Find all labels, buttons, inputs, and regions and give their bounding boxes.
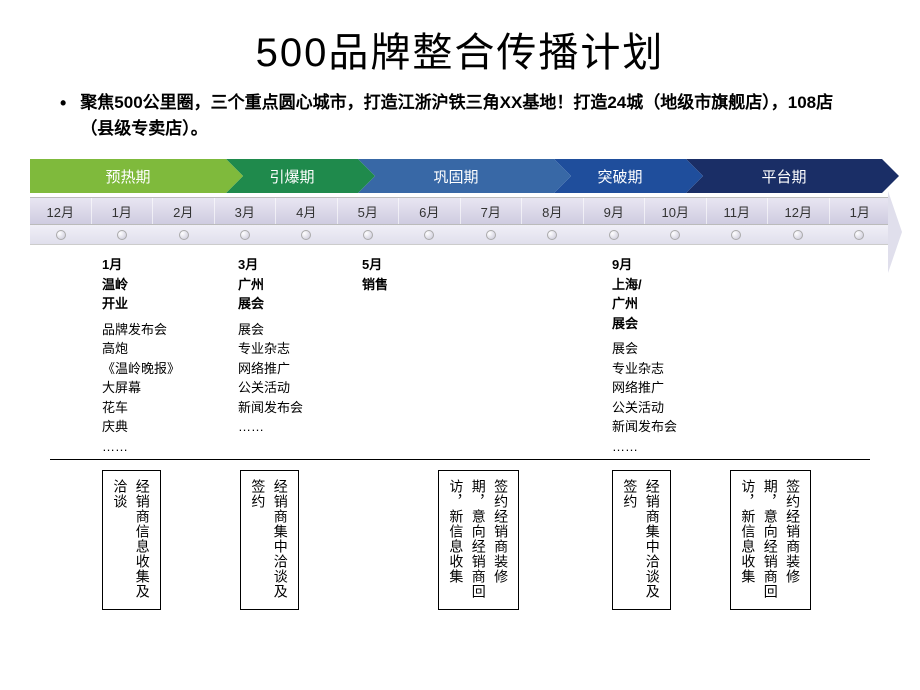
month-4: 4月 [276,198,338,224]
month-6: 6月 [399,198,461,224]
divider [50,459,870,460]
month-7: 7月 [461,198,523,224]
event-list-1: 展会专业杂志网络推广公关活动新闻发布会…… [238,320,348,437]
month-10: 10月 [645,198,707,224]
bottom-box-2: 签约经销商装修期，意向经销商回访，新信息收集 [438,470,519,610]
event-head-2: 5月销售 [362,255,442,294]
month-3: 3月 [215,198,277,224]
event-col-2: 5月销售 [362,255,442,300]
month-12: 12月 [768,198,830,224]
subtitle-text: 聚焦500公里圈，三个重点圆心城市，打造江浙沪铁三角XX基地！打造24城（地级市… [80,90,860,141]
bead-6 [399,230,460,240]
phase-1: 引爆期 [226,159,358,193]
page-title: 500品牌整合传播计划 [30,20,890,78]
month-0: 12月 [30,198,92,224]
month-9: 9月 [584,198,646,224]
bottom-box-4: 签约经销商装修期，意向经销商回访，新信息收集 [730,470,811,610]
event-col-1: 3月广州展会展会专业杂志网络推广公关活动新闻发布会…… [238,255,348,437]
bead-7 [460,230,521,240]
bead-3 [214,230,275,240]
bead-2 [153,230,214,240]
month-2: 2月 [153,198,215,224]
bead-10 [644,230,705,240]
phase-2: 巩固期 [358,159,554,193]
bead-8 [521,230,582,240]
phase-3: 突破期 [554,159,686,193]
event-list-0: 品牌发布会高炮《温岭晚报》大屏幕花车庆典…… [102,320,222,457]
event-head-1: 3月广州展会 [238,255,348,314]
slide: 500品牌整合传播计划 • 聚焦500公里圈，三个重点圆心城市，打造江浙沪铁三角… [0,0,920,690]
bead-1 [91,230,152,240]
month-1: 1月 [92,198,154,224]
event-head-0: 1月温岭开业 [102,255,222,314]
bead-4 [276,230,337,240]
bottom-box-3: 经销商集中洽谈及签约 [612,470,671,610]
phase-0: 预热期 [30,159,226,193]
event-list-3: 展会专业杂志网络推广公关活动新闻发布会…… [612,339,722,456]
beads-row [30,225,890,245]
bead-13 [828,230,889,240]
event-col-3: 9月上海/广州展会展会专业杂志网络推广公关活动新闻发布会…… [612,255,722,456]
bottom-box-1: 经销商集中洽谈及签约 [240,470,299,610]
month-13: 1月 [830,198,891,224]
event-head-3: 9月上海/广州展会 [612,255,722,333]
phase-4: 平台期 [686,159,882,193]
bullet: • [60,90,66,117]
event-col-0: 1月温岭开业品牌发布会高炮《温岭晚报》大屏幕花车庆典…… [102,255,222,456]
month-axis: 12月1月2月3月4月5月6月7月8月9月10月11月12月1月 [30,197,890,225]
bead-12 [767,230,828,240]
bead-5 [337,230,398,240]
bottom-box-0: 经销商信息收集及洽谈 [102,470,161,610]
month-5: 5月 [338,198,400,224]
bottom-box-row: 经销商信息收集及洽谈经销商集中洽谈及签约签约经销商装修期，意向经销商回访，新信息… [30,470,890,620]
bead-11 [706,230,767,240]
bead-9 [583,230,644,240]
month-11: 11月 [707,198,769,224]
events-row: 1月温岭开业品牌发布会高炮《温岭晚报》大屏幕花车庆典……3月广州展会展会专业杂志… [30,255,890,455]
month-8: 8月 [522,198,584,224]
phase-arrow-row: 预热期引爆期巩固期突破期平台期 [30,159,890,193]
subtitle-row: • 聚焦500公里圈，三个重点圆心城市，打造江浙沪铁三角XX基地！打造24城（地… [60,90,860,141]
bead-0 [30,230,91,240]
